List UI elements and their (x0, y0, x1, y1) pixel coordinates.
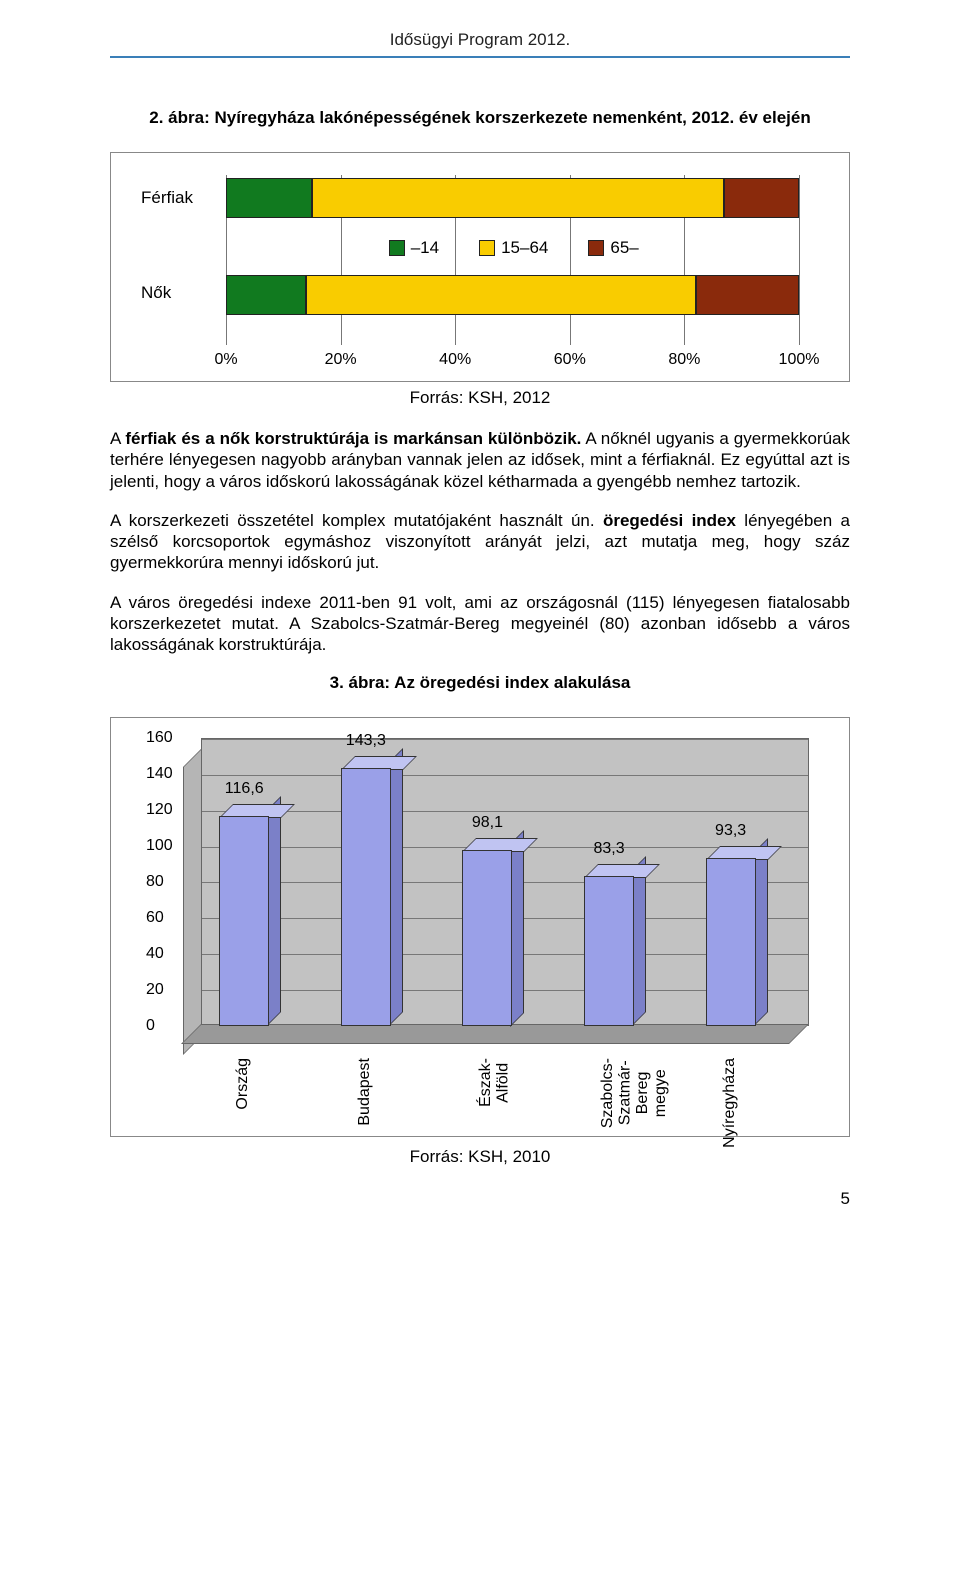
vbar-ytick: 80 (146, 873, 164, 891)
vbar-ytick: 0 (146, 1017, 155, 1035)
figure2-title: 3. ábra: Az öregedési index alakulása (110, 673, 850, 693)
vbar-front (462, 850, 512, 1027)
figure2-source: Forrás: KSH, 2010 (110, 1147, 850, 1167)
figure1-title: 2. ábra: Nyíregyháza lakónépességének ko… (110, 108, 850, 128)
vbar-ytick: 160 (146, 729, 173, 747)
hbar-tick: 100% (779, 351, 820, 369)
legend-item: –14 (389, 238, 439, 258)
paragraph-1: A férfiak és a nők korstruktúrája is mar… (110, 428, 850, 492)
vbar-side (267, 796, 281, 1026)
vbar-ytick: 140 (146, 765, 173, 783)
vbar-side (754, 838, 768, 1026)
hbar-segment (226, 178, 312, 218)
vbar-plot: 020406080100120140160116,6Ország143,3Bud… (201, 738, 809, 1026)
vbar-front (341, 768, 391, 1026)
hbar-segment (696, 275, 799, 315)
vbar-gridline (202, 811, 808, 812)
vbar-side (510, 830, 524, 1027)
figure1-chart: 0% 20% 40% 60% 80% 100% Férfiak Nők –14 15–64 6… (110, 152, 850, 382)
hbar-tick: 20% (325, 351, 357, 369)
hbar-tick: 80% (668, 351, 700, 369)
vbar-category-label: Ország (234, 1058, 252, 1110)
vbar-plot-side (183, 747, 203, 1055)
vbar-category-label: Budapest (356, 1058, 374, 1126)
vbar-front (706, 858, 756, 1026)
page-number: 5 (841, 1189, 850, 1209)
legend-label: –14 (411, 238, 439, 258)
legend-swatch (479, 240, 495, 256)
figure1-legend: –14 15–64 65– (389, 238, 639, 258)
legend-label: 65– (610, 238, 638, 258)
hbar-segment (306, 275, 696, 315)
vbar-category-label: Szabolcs- Szatmár- Bereg megye (599, 1058, 669, 1128)
figure1-source: Forrás: KSH, 2012 (110, 388, 850, 408)
hbar-label-ferfiak: Férfiak (141, 188, 216, 208)
vbar: 83,3 (584, 876, 634, 1026)
hbar-tick: 0% (214, 351, 237, 369)
hbar-label-nok: Nők (141, 283, 216, 303)
paragraph-2: A korszerkezeti összetétel komplex mutat… (110, 510, 850, 574)
vbar-front (584, 876, 634, 1026)
header-rule (110, 56, 850, 58)
hbar-row-ferfiak (226, 178, 799, 218)
vbar-value-label: 116,6 (225, 780, 264, 798)
hbar-segment (312, 178, 725, 218)
figure2-chart: 0 20 40 60 80 100 120 140 160 116,6 Ország 143,3 Bud… (110, 717, 850, 1137)
vbar-value-label: 98,1 (472, 814, 503, 832)
vbar: 116,6 (219, 816, 269, 1026)
vbar-category-label: Észak- Alföld (477, 1058, 512, 1107)
legend-swatch (588, 240, 604, 256)
vbar-ytick: 120 (146, 801, 173, 819)
vbar-ytick: 40 (146, 945, 164, 963)
vbar: 93,3 (706, 858, 756, 1026)
hbar-segment (226, 275, 306, 315)
hbar-plot: 0%20%40%60%80%100% Férfiak Nők –1415–646… (141, 175, 819, 345)
vbar-ytick: 20 (146, 981, 164, 999)
vbar-side (389, 748, 403, 1026)
vbar-side (632, 856, 646, 1026)
vbar-ytick: 100 (146, 837, 173, 855)
legend-item: 65– (588, 238, 638, 258)
vbar: 98,1 (462, 850, 512, 1027)
vbar-front (219, 816, 269, 1026)
vbar-category-label: Nyíregyháza (721, 1058, 739, 1148)
paragraph-3: A város öregedési indexe 2011-ben 91 vol… (110, 592, 850, 656)
vbar-value-label: 143,3 (346, 732, 386, 750)
legend-swatch (389, 240, 405, 256)
hbar-tick: 40% (439, 351, 471, 369)
vbar-ytick: 60 (146, 909, 164, 927)
legend-label: 15–64 (501, 238, 548, 258)
hbar-tick: 60% (554, 351, 586, 369)
page-header: Idősügyi Program 2012. (110, 30, 850, 50)
vbar: 143,3 (341, 768, 391, 1026)
hbar-gridline (799, 175, 800, 345)
vbar-value-label: 93,3 (715, 822, 746, 840)
vbar-value-label: 83,3 (593, 840, 624, 858)
vbar-gridline (202, 739, 808, 740)
vbar-gridline (202, 775, 808, 776)
legend-item: 15–64 (479, 238, 548, 258)
hbar-row-nok (226, 275, 799, 315)
hbar-segment (724, 178, 798, 218)
vbar-plot-floor (181, 1024, 809, 1044)
